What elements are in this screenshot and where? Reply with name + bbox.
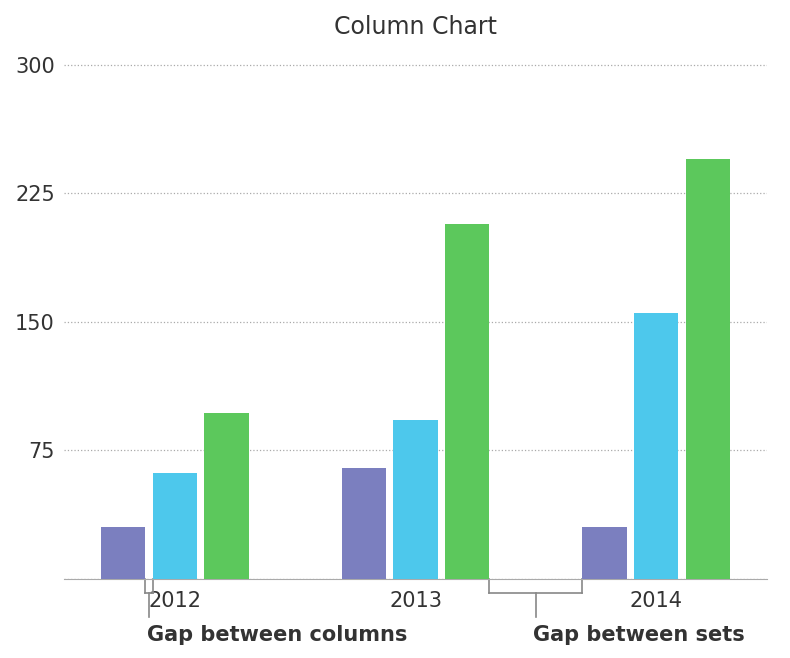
Text: Gap between sets: Gap between sets <box>533 625 745 645</box>
Bar <box>393 420 438 579</box>
Bar <box>582 528 626 579</box>
Bar <box>101 528 145 579</box>
Bar <box>152 472 197 579</box>
Bar <box>445 224 489 579</box>
Bar <box>342 468 386 579</box>
Bar <box>634 313 679 579</box>
Bar <box>205 413 249 579</box>
Text: Gap between columns: Gap between columns <box>147 625 407 645</box>
Title: Column Chart: Column Chart <box>334 15 497 39</box>
Bar <box>686 159 730 579</box>
